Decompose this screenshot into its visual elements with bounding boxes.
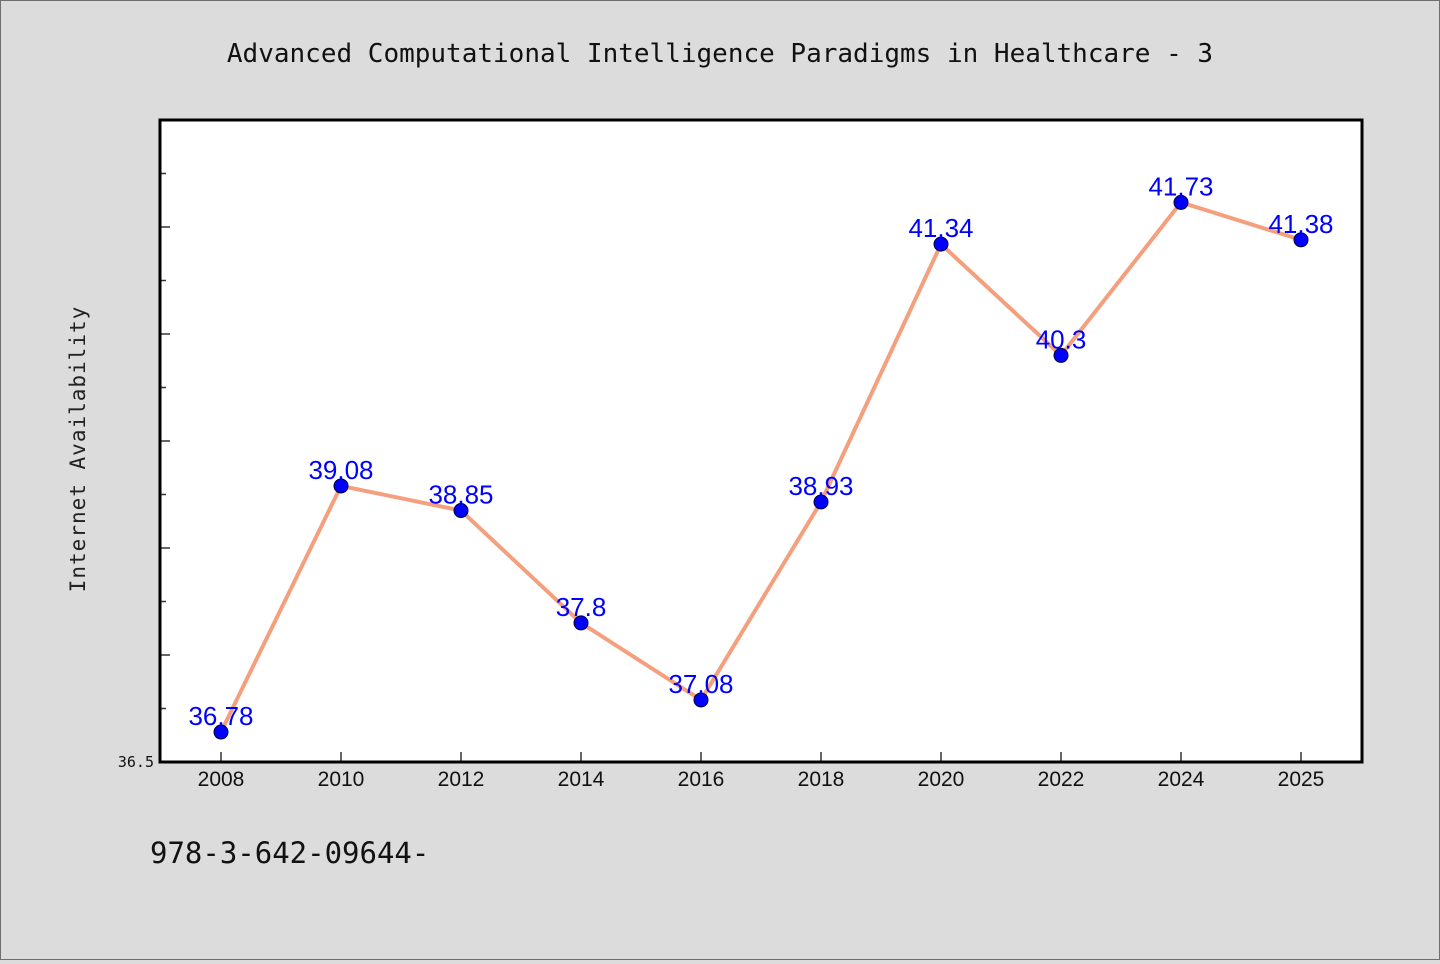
x-tick-label: 2020 bbox=[918, 768, 965, 791]
data-point bbox=[693, 692, 709, 708]
plot-border bbox=[158, 118, 1364, 764]
plot-area bbox=[160, 120, 1362, 762]
y-tick-label: 36.5 bbox=[118, 753, 154, 771]
data-point bbox=[813, 494, 829, 510]
data-series bbox=[213, 194, 1309, 740]
x-tick-label: 2024 bbox=[1158, 768, 1205, 791]
data-point bbox=[1293, 232, 1309, 248]
data-point bbox=[453, 503, 469, 519]
data-label: 36.78 bbox=[188, 701, 253, 731]
x-tick-label: 2016 bbox=[678, 768, 725, 791]
x-tick-label: 2008 bbox=[198, 768, 245, 791]
data-label: 41.73 bbox=[1148, 171, 1213, 201]
x-tick-label: 2014 bbox=[558, 768, 605, 791]
chart-title: Advanced Computational Intelligence Para… bbox=[227, 39, 1213, 69]
series-line bbox=[219, 200, 1302, 733]
data-label: 38.85 bbox=[428, 480, 493, 510]
data-point bbox=[1173, 194, 1189, 210]
footer-isbn: 978-3-642-09644- bbox=[150, 836, 429, 870]
data-labels: 36.78 39.08 38.85 37.8 37.08 38.93 41.34 40.3 41… bbox=[188, 171, 1333, 731]
data-point bbox=[213, 724, 229, 740]
data-point bbox=[333, 478, 349, 494]
data-point bbox=[573, 615, 589, 631]
data-label: 40.3 bbox=[1036, 324, 1087, 354]
x-tick-label: 2012 bbox=[438, 768, 485, 791]
data-label: 41.38 bbox=[1268, 209, 1333, 239]
data-label: 37.8 bbox=[556, 592, 607, 622]
data-point bbox=[1053, 347, 1069, 363]
x-tick-label: 2010 bbox=[318, 768, 365, 791]
x-tick-label: 2025 bbox=[1278, 768, 1325, 791]
data-label: 39.08 bbox=[308, 455, 373, 485]
x-axis: 2008 2010 2012 2014 2016 2018 2020 2022 2024 2025 bbox=[198, 752, 1325, 791]
data-label: 38.93 bbox=[788, 471, 853, 501]
x-tick-label: 2018 bbox=[798, 768, 845, 791]
data-label: 41.34 bbox=[908, 213, 973, 243]
x-tick-label: 2022 bbox=[1038, 768, 1085, 791]
data-label: 37.08 bbox=[668, 669, 733, 699]
data-point bbox=[933, 236, 949, 252]
y-axis-title: Internet Availability bbox=[66, 306, 90, 593]
